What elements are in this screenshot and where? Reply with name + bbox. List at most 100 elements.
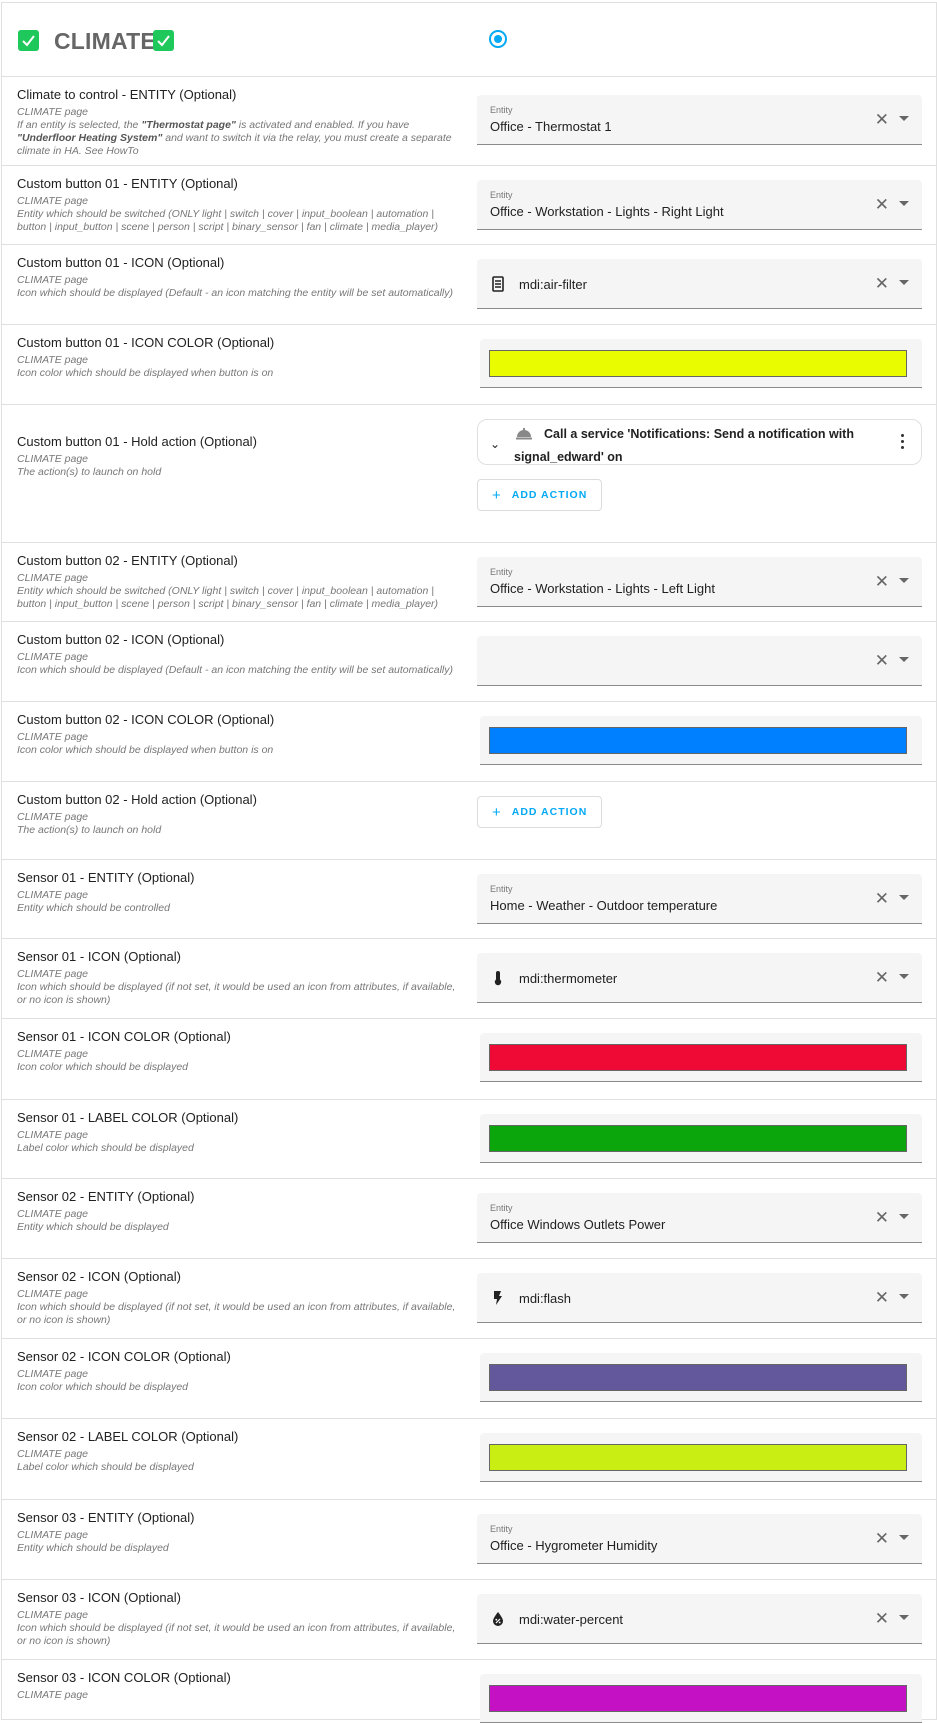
entity-picker[interactable]: Entity Office - Workstation - Lights - Le… — [477, 557, 922, 607]
dropdown-arrow-icon[interactable] — [899, 201, 909, 206]
color-swatch[interactable] — [489, 350, 907, 377]
setting-title: Custom button 01 - ENTITY (Optional) — [17, 176, 238, 191]
dropdown-arrow-icon[interactable] — [899, 1535, 909, 1540]
dropdown-arrow-icon[interactable] — [899, 280, 909, 285]
clear-button[interactable]: ✕ — [874, 274, 889, 293]
setting-row: Sensor 01 - LABEL COLOR (Optional) CLIMA… — [2, 1100, 936, 1179]
more-options-icon[interactable] — [901, 434, 905, 452]
setting-info: Custom button 01 - ICON COLOR (Optional)… — [17, 334, 462, 380]
color-swatch[interactable] — [489, 1125, 907, 1152]
dropdown-arrow-icon[interactable] — [899, 1615, 909, 1620]
setting-control: Entity Office - Hygrometer Humidity ✕ — [477, 1514, 922, 1564]
setting-page: CLIMATE page — [17, 968, 89, 980]
setting-row: Custom button 01 - ICON (Optional) CLIMA… — [2, 245, 936, 325]
field-label: Entity — [490, 1203, 513, 1213]
setting-control: Entity Office - Workstation - Lights - Le… — [477, 557, 922, 607]
setting-title: Sensor 03 - ICON COLOR (Optional) — [17, 1670, 231, 1685]
setting-page: CLIMATE page — [17, 106, 89, 118]
clear-button[interactable]: ✕ — [874, 1529, 889, 1548]
clear-button[interactable]: ✕ — [874, 110, 889, 129]
entity-value: Home - Weather - Outdoor temperature — [490, 898, 718, 913]
setting-control — [477, 1033, 922, 1082]
color-swatch[interactable] — [489, 727, 907, 754]
clear-button[interactable]: ✕ — [874, 195, 889, 214]
icon-picker[interactable]: mdi:flash ✕ — [477, 1273, 922, 1323]
add-action-button[interactable]: + ADD ACTION — [477, 479, 603, 511]
check-icon — [18, 30, 39, 51]
color-picker[interactable] — [480, 1033, 922, 1082]
setting-page: CLIMATE page — [17, 1368, 89, 1380]
color-picker[interactable] — [480, 1353, 922, 1402]
setting-title: Sensor 02 - ICON (Optional) — [17, 1269, 182, 1284]
desc-text: Label color which should be displayed — [17, 1461, 194, 1473]
clear-button[interactable]: ✕ — [874, 1208, 889, 1227]
plus-icon: + — [492, 803, 502, 821]
setting-info: Custom button 02 - ICON COLOR (Optional)… — [17, 711, 462, 757]
setting-description: CLIMATE page If an entity is selected, th… — [17, 106, 462, 158]
action-item[interactable]: ⌄ Call a service 'Notifications: Send a n… — [477, 419, 922, 465]
setting-description: CLIMATE page Entity which should be switc… — [17, 572, 462, 611]
color-picker[interactable] — [480, 339, 922, 388]
desc-emphasis: "Thermostat page" — [141, 119, 236, 131]
add-action-label: ADD ACTION — [511, 489, 588, 501]
clear-button[interactable]: ✕ — [874, 1609, 889, 1628]
desc-text: The action(s) to launch on hold — [17, 466, 162, 478]
icon-picker[interactable]: ✕ — [477, 636, 922, 686]
clear-button[interactable]: ✕ — [874, 1288, 889, 1307]
dropdown-arrow-icon[interactable] — [899, 657, 909, 662]
dropdown-arrow-icon[interactable] — [899, 974, 909, 979]
add-action-button[interactable]: + ADD ACTION — [477, 796, 603, 828]
entity-value: Office - Workstation - Lights - Right Li… — [490, 204, 724, 219]
entity-picker[interactable]: Entity Office - Workstation - Lights - Ri… — [477, 180, 922, 230]
field-label: Entity — [490, 105, 513, 115]
color-picker[interactable] — [480, 1114, 922, 1163]
setting-row: Sensor 02 - ENTITY (Optional) CLIMATE pa… — [2, 1179, 936, 1259]
icon-picker[interactable]: mdi:thermometer ✕ — [477, 953, 922, 1003]
setting-control — [477, 339, 922, 388]
setting-description: CLIMATE page Entity which should be contr… — [17, 889, 462, 915]
icon-picker[interactable]: mdi:air-filter ✕ — [477, 259, 922, 309]
dropdown-arrow-icon[interactable] — [899, 1294, 909, 1299]
clear-button[interactable]: ✕ — [874, 572, 889, 591]
clear-button[interactable]: ✕ — [874, 889, 889, 908]
color-swatch[interactable] — [489, 1444, 907, 1471]
setting-info: Custom button 01 - ENTITY (Optional) CLI… — [17, 175, 462, 234]
setting-description: CLIMATE page The action(s) to launch on h… — [17, 453, 462, 479]
dropdown-arrow-icon[interactable] — [899, 578, 909, 583]
icon-picker[interactable]: mdi:water-percent ✕ — [477, 1594, 922, 1644]
entity-value: Office - Thermostat 1 — [490, 119, 612, 134]
entity-picker[interactable]: Entity Office Windows Outlets Power ✕ — [477, 1193, 922, 1243]
chevron-down-icon[interactable]: ⌄ — [490, 437, 501, 451]
color-picker[interactable] — [480, 1433, 922, 1482]
setting-control — [477, 716, 922, 765]
setting-page: CLIMATE page — [17, 1048, 89, 1060]
color-picker[interactable] — [480, 1674, 922, 1723]
color-swatch[interactable] — [489, 1364, 907, 1391]
dropdown-arrow-icon[interactable] — [899, 116, 909, 121]
setting-page: CLIMATE page — [17, 572, 89, 584]
setting-title: Custom button 01 - Hold action (Optional… — [17, 434, 257, 449]
icon-value: mdi:flash — [519, 1291, 572, 1306]
setting-info: Custom button 02 - ENTITY (Optional) CLI… — [17, 552, 462, 611]
check-icon — [153, 30, 174, 51]
setting-description: CLIMATE page The action(s) to launch on h… — [17, 811, 462, 837]
dropdown-arrow-icon[interactable] — [899, 895, 909, 900]
section-radio-button[interactable] — [489, 30, 507, 48]
color-picker[interactable] — [480, 716, 922, 765]
entity-picker[interactable]: Entity Home - Weather - Outdoor temperatu… — [477, 874, 922, 924]
setting-description: CLIMATE page Icon which should be display… — [17, 968, 462, 1007]
color-swatch[interactable] — [489, 1044, 907, 1071]
color-swatch[interactable] — [489, 1685, 907, 1712]
setting-info: Sensor 02 - ICON COLOR (Optional) CLIMAT… — [17, 1348, 462, 1394]
setting-description: CLIMATE page Entity which should be switc… — [17, 195, 462, 234]
entity-picker[interactable]: Entity Office - Thermostat 1 ✕ — [477, 95, 922, 145]
dropdown-arrow-icon[interactable] — [899, 1214, 909, 1219]
setting-description: CLIMATE page Icon color which should be d… — [17, 354, 462, 380]
clear-button[interactable]: ✕ — [874, 968, 889, 987]
entity-picker[interactable]: Entity Office - Hygrometer Humidity ✕ — [477, 1514, 922, 1564]
setting-description: CLIMATE page Label color which should be … — [17, 1129, 462, 1155]
clear-button[interactable]: ✕ — [874, 651, 889, 670]
entity-value: Office - Workstation - Lights - Left Lig… — [490, 581, 715, 596]
desc-text: and want to switch it via the relay, you… — [17, 132, 452, 157]
setting-page: CLIMATE page — [17, 811, 89, 823]
